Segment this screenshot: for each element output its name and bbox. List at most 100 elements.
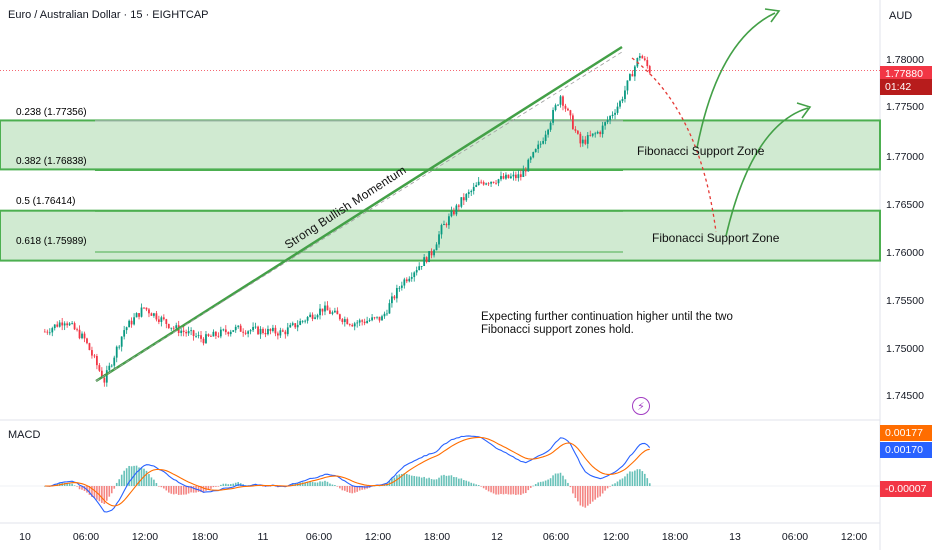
candle — [514, 174, 517, 179]
macd-histogram-bar — [589, 486, 592, 504]
time-tick: 06:00 — [72, 531, 100, 543]
macd-histogram-bar — [542, 481, 544, 486]
candle — [472, 186, 475, 191]
macd-histogram-bar — [180, 486, 182, 495]
candle — [143, 307, 145, 309]
macd-histogram-bar — [643, 473, 646, 486]
macd-histogram-bar — [475, 484, 478, 486]
macd-histogram-bar — [190, 486, 192, 493]
macd-histogram-bar — [153, 479, 155, 486]
candle — [160, 317, 163, 322]
macd-histogram-bar — [601, 486, 604, 494]
candle — [331, 312, 334, 314]
chart-title[interactable]: Euro / Australian Dollar · 15 · EIGHTCAP — [8, 9, 209, 21]
candle — [148, 309, 150, 314]
candle — [376, 316, 378, 318]
candle — [212, 331, 215, 337]
currency-label[interactable]: AUD — [889, 10, 913, 22]
candle — [467, 192, 470, 195]
candle — [400, 285, 403, 288]
candle — [289, 324, 292, 328]
macd-histogram-bar — [197, 486, 200, 492]
macd-label[interactable]: MACD — [8, 429, 41, 441]
time-tick: 12:00 — [840, 531, 868, 543]
candle — [252, 326, 254, 331]
candle — [589, 135, 592, 136]
macd-histogram-bar — [460, 478, 463, 486]
macd-histogram-bar — [341, 486, 344, 491]
candle — [244, 332, 247, 334]
macd-histogram-bar — [401, 474, 403, 486]
candle — [393, 296, 396, 299]
macd-histogram-bar — [217, 486, 220, 487]
macd-histogram-bar — [408, 474, 411, 486]
macd-histogram-bar — [500, 486, 502, 494]
macd-histogram-bar — [624, 476, 626, 486]
macd-histogram-bar — [269, 486, 272, 487]
macd-histogram-bar — [482, 486, 485, 489]
candle — [596, 131, 599, 134]
macd-histogram-bar — [356, 486, 359, 492]
candle — [105, 370, 108, 383]
candle — [604, 122, 607, 126]
candle — [542, 140, 545, 144]
candle — [425, 257, 428, 263]
candle — [182, 330, 185, 332]
price-tick: 1.77500 — [886, 101, 924, 113]
candle — [507, 174, 510, 179]
macd-histogram-bar — [115, 482, 118, 486]
lightning-icon[interactable]: ⚡ — [632, 397, 650, 415]
macd-histogram-bar — [554, 473, 557, 486]
time-tick: 18:00 — [661, 531, 689, 543]
candle — [219, 329, 222, 337]
candle — [68, 323, 71, 326]
macd-histogram-bar — [83, 486, 86, 492]
candle — [222, 329, 225, 331]
macd-histogram-bar — [572, 486, 574, 494]
candle — [78, 329, 81, 339]
candle — [296, 324, 299, 328]
macd-histogram-bar — [229, 484, 232, 486]
macd-histogram-bar — [502, 486, 505, 495]
macd-histogram-bar — [472, 483, 475, 486]
macd-histogram-bar — [413, 475, 416, 486]
candle — [311, 314, 314, 319]
candle — [88, 343, 91, 351]
candle — [197, 335, 200, 337]
candle — [76, 329, 78, 331]
candle — [391, 296, 393, 304]
candle — [373, 317, 376, 319]
candle — [249, 330, 252, 332]
candle — [93, 355, 96, 357]
time-tick: 12:00 — [364, 531, 392, 543]
macd-histogram-bar — [604, 486, 606, 491]
macd-histogram-bar — [267, 486, 269, 487]
candle — [470, 190, 473, 193]
macd-histogram-bar — [163, 486, 165, 489]
candle — [66, 323, 69, 326]
macd-histogram-bar — [103, 486, 106, 504]
candle — [554, 105, 557, 111]
macd-histogram-bar — [564, 479, 567, 486]
macd-histogram-bar — [646, 478, 649, 486]
candle — [217, 335, 220, 337]
candle — [594, 133, 597, 135]
macd-histogram-bar — [108, 486, 111, 497]
macd-histogram-bar — [579, 486, 582, 506]
candle — [333, 310, 336, 313]
macd-histogram-bar — [53, 483, 56, 486]
candle — [321, 308, 324, 312]
candle — [415, 270, 418, 273]
macd-histogram-bar — [415, 476, 418, 486]
macd-hist-badge: -0.00007 — [880, 481, 932, 497]
signal-line — [44, 436, 650, 507]
macd-histogram-bar — [291, 483, 294, 486]
macd-histogram-bar — [586, 486, 589, 506]
candle — [205, 334, 207, 344]
candle — [257, 326, 259, 335]
price-tick: 1.74500 — [886, 390, 924, 402]
macd-histogram-bar — [428, 477, 430, 486]
candle — [586, 135, 589, 144]
fib-level-label: 0.618 (1.75989) — [16, 236, 87, 247]
